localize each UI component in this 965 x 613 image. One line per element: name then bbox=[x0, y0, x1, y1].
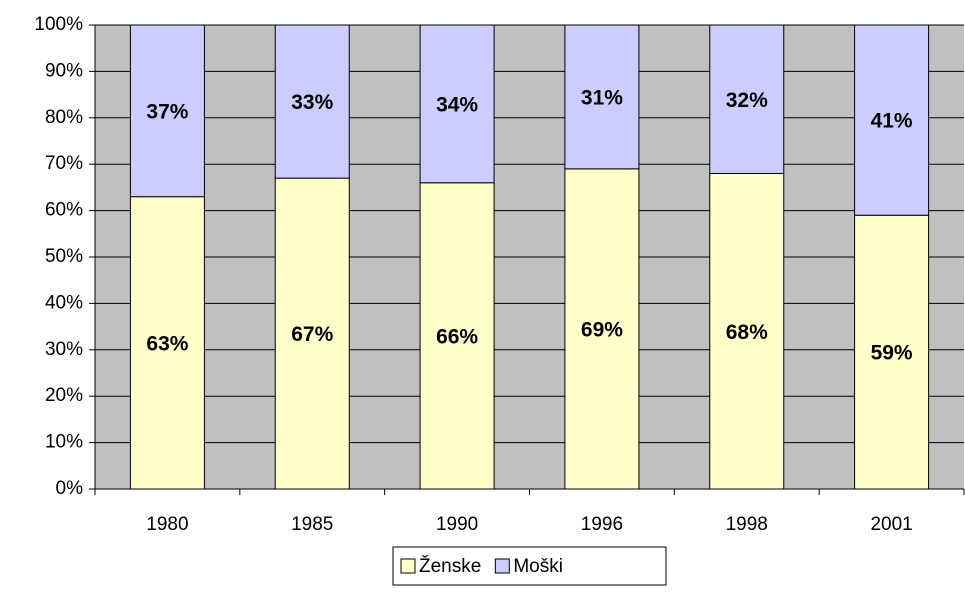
data-label: 41% bbox=[871, 110, 913, 133]
bar-segment bbox=[854, 214, 930, 490]
bar-segment bbox=[564, 24, 640, 170]
y-tick-label: 30% bbox=[45, 339, 83, 360]
data-label: 67% bbox=[291, 323, 333, 346]
y-tick-label: 20% bbox=[45, 385, 83, 406]
x-tick-label: 1996 bbox=[581, 514, 623, 535]
bar-segment bbox=[419, 182, 495, 490]
data-label: 63% bbox=[146, 332, 188, 355]
y-tick-label: 50% bbox=[45, 246, 83, 267]
bar-segment bbox=[709, 24, 785, 174]
legend-swatch bbox=[400, 558, 416, 574]
y-tick-label: 60% bbox=[45, 200, 83, 221]
legend-label: Ženske bbox=[419, 555, 481, 577]
y-tick-label: 100% bbox=[34, 14, 83, 35]
y-tick-label: 90% bbox=[45, 60, 83, 81]
y-tick-label: 0% bbox=[56, 478, 84, 499]
bar-segment bbox=[564, 168, 640, 490]
data-label: 34% bbox=[436, 93, 478, 116]
y-tick-label: 80% bbox=[45, 107, 83, 128]
x-tick-label: 1990 bbox=[436, 514, 478, 535]
x-tick-label: 1980 bbox=[146, 514, 188, 535]
y-tick-label: 10% bbox=[45, 432, 83, 453]
data-label: 68% bbox=[726, 321, 768, 344]
legend-label: Moški bbox=[513, 556, 563, 577]
bar-segment bbox=[129, 24, 205, 198]
legend-box bbox=[392, 546, 667, 586]
data-label: 59% bbox=[871, 342, 913, 365]
data-label: 37% bbox=[146, 100, 188, 123]
x-tick-label: 2001 bbox=[870, 514, 912, 535]
bar-segment bbox=[709, 172, 785, 490]
data-label: 66% bbox=[436, 325, 478, 348]
y-tick-label: 40% bbox=[45, 292, 83, 313]
x-tick-label: 1998 bbox=[726, 514, 768, 535]
bar-segment bbox=[854, 24, 930, 216]
y-tick-label: 70% bbox=[45, 153, 83, 174]
legend-swatch bbox=[494, 558, 510, 574]
data-label: 69% bbox=[581, 318, 623, 341]
data-label: 32% bbox=[726, 89, 768, 112]
bar-segment bbox=[419, 24, 495, 184]
data-label: 33% bbox=[291, 91, 333, 114]
x-tick-label: 1985 bbox=[291, 514, 333, 535]
data-label: 31% bbox=[581, 86, 623, 109]
bar-segment bbox=[274, 24, 350, 179]
